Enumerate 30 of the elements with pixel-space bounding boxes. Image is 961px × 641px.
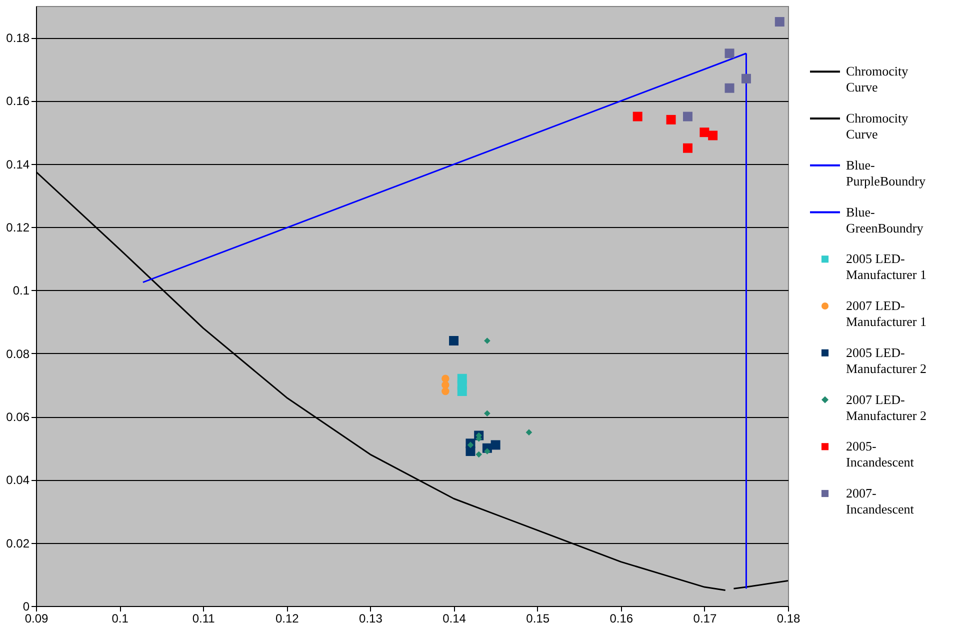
legend-label: Blue-GreenBoundry: [846, 204, 924, 236]
x-tick-label: 0.12: [275, 612, 300, 626]
x-tick-label: 0.15: [526, 612, 550, 626]
y-tick-label: 0.16: [6, 94, 30, 108]
legend-label: 2005-Incandescent: [846, 438, 914, 470]
x-tick-label: 0.18: [776, 612, 800, 626]
x-tick-label: 0.17: [693, 612, 717, 626]
legend-label: 2007-Incandescent: [846, 486, 914, 516]
y-tick-label: 0.12: [6, 220, 30, 235]
x-tick-label: 0.09: [24, 612, 48, 626]
y-tick-label: 0.06: [6, 410, 30, 424]
y-tick-label: 0.1: [12, 284, 30, 298]
legend-label: 2005 LED-Manufacturer 2: [846, 344, 926, 376]
legend-label: Blue-PurpleBoundry: [846, 157, 926, 188]
y-tick-label: 0.14: [6, 157, 30, 172]
y-tick-label: 0.04: [6, 473, 30, 488]
y-tick-label: 0.08: [6, 346, 30, 361]
legend-label: 2007 LED-Manufacturer 2: [846, 392, 926, 423]
legend-label: 2005 LED-Manufacturer 1: [846, 251, 926, 282]
y-tick-label: 0.18: [6, 31, 30, 46]
legend-label: 2007 LED-Manufacturer 1: [846, 298, 926, 329]
x-tick-label: 0.16: [610, 612, 634, 626]
legend-label: Chromocity Curve: [846, 110, 909, 142]
x-tick-label: 0.14: [442, 612, 466, 626]
x-tick-label: 0.1: [112, 612, 129, 626]
y-tick-label: 0.02: [6, 536, 30, 550]
legend-label: Chromocity Curve: [846, 64, 909, 95]
y-tick-label: 0: [22, 600, 30, 614]
x-tick-label: 0.13: [359, 612, 383, 626]
x-tick-label: 0.11: [192, 612, 216, 626]
